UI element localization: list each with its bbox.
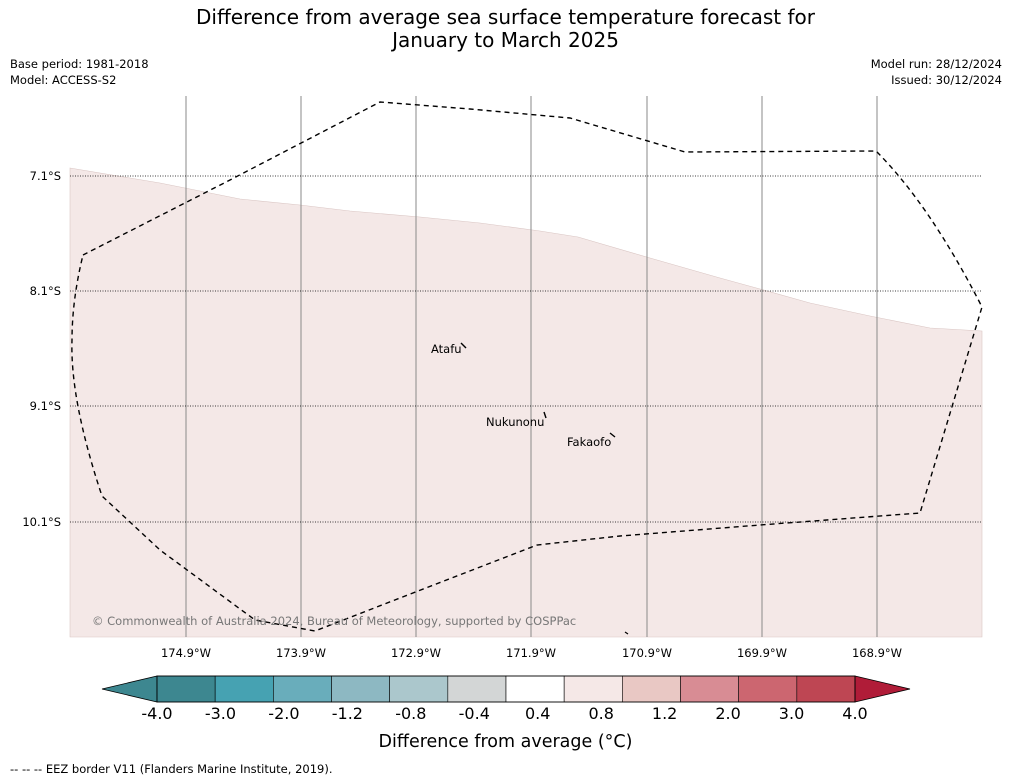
colorbar-tick-label: 3.0 xyxy=(778,704,805,723)
anomaly-region xyxy=(69,167,983,638)
longitude-gridlines xyxy=(185,96,878,637)
meta-left: Base period: 1981-2018 Model: ACCESS-S2 xyxy=(10,56,149,88)
colorbar-tick-label: -1.2 xyxy=(331,704,363,723)
nukunonu-island xyxy=(543,411,547,419)
fakaofo-island xyxy=(609,432,616,438)
colorbar-title: Difference from average (°C) xyxy=(378,732,633,752)
colorbar-tick-label: -3.0 xyxy=(204,704,237,723)
colorbar xyxy=(101,675,911,703)
atafu-label: Atafu xyxy=(431,342,462,356)
issued-date: Issued: 30/12/2024 xyxy=(891,73,1002,87)
lat-label-8-1: 8.1°S xyxy=(29,284,61,298)
copyright-notice: © Commonwealth of Australia 2024, Bureau… xyxy=(92,614,577,628)
colorbar-tick-label: 0.8 xyxy=(588,704,614,723)
fakaofo-label: Fakaofo xyxy=(567,435,612,449)
colorbar-tick-label: 1.2 xyxy=(651,704,678,723)
map-title: Difference from average sea surface temp… xyxy=(0,6,1011,52)
colorbar-over-arrow xyxy=(854,675,911,703)
colorbar-segment xyxy=(563,675,623,703)
lon-label-172-9: 172.9°W xyxy=(390,646,442,660)
title-line-1: Difference from average sea surface temp… xyxy=(195,5,815,29)
colorbar-segment xyxy=(156,675,216,703)
colorbar-segment xyxy=(331,675,390,703)
eez-footnote: -- -- -- EEZ border V11 (Flanders Marine… xyxy=(10,762,333,776)
lon-label-173-9: 173.9°W xyxy=(275,646,327,660)
lon-label-171-9: 171.9°W xyxy=(505,646,557,660)
model-run: Model run: 28/12/2024 xyxy=(870,57,1002,71)
colorbar-tick-label: -2.0 xyxy=(268,704,300,723)
lat-label-9-1: 9.1°S xyxy=(29,399,61,413)
colorbar-tick-label: -0.8 xyxy=(395,704,427,723)
lon-label-169-9: 169.9°W xyxy=(736,646,788,660)
lat-label-10-1: 10.1°S xyxy=(22,515,61,529)
colorbar-tick-label: 0.4 xyxy=(524,704,551,723)
model-name: Model: ACCESS-S2 xyxy=(10,73,117,87)
lon-label-168-9: 168.9°W xyxy=(851,646,903,660)
colorbar-segment xyxy=(738,675,798,703)
base-period: Base period: 1981-2018 xyxy=(10,57,149,71)
lat-label-7-1: 7.1°S xyxy=(29,169,61,183)
colorbar-tick-label: -0.4 xyxy=(458,704,490,723)
colorbar-under-arrow xyxy=(101,675,158,703)
colorbar-tick-label: -4.0 xyxy=(141,704,173,723)
atafu-island xyxy=(460,342,467,349)
colorbar-segment xyxy=(505,675,565,703)
colorbar-segment xyxy=(796,675,856,703)
nukunonu-label: Nukunonu xyxy=(486,415,545,429)
colorbar-tick-label: 4.0 xyxy=(842,704,868,723)
lon-label-174-9: 174.9°W xyxy=(160,646,212,660)
colorbar-segment xyxy=(447,675,507,703)
colorbar-segment xyxy=(389,675,449,703)
colorbar-segment xyxy=(214,675,274,703)
eez-border xyxy=(71,101,983,632)
small-island-mark xyxy=(624,631,629,635)
colorbar-segment xyxy=(680,675,739,703)
lon-label-170-9: 170.9°W xyxy=(621,646,673,660)
colorbar-tick-label: 2.0 xyxy=(715,704,741,723)
meta-right: Model run: 28/12/2024 Issued: 30/12/2024 xyxy=(871,56,1002,88)
colorbar-segment xyxy=(273,675,332,703)
colorbar-segment xyxy=(622,675,681,703)
title-line-2: January to March 2025 xyxy=(392,28,619,52)
latitude-gridlines xyxy=(70,175,982,523)
